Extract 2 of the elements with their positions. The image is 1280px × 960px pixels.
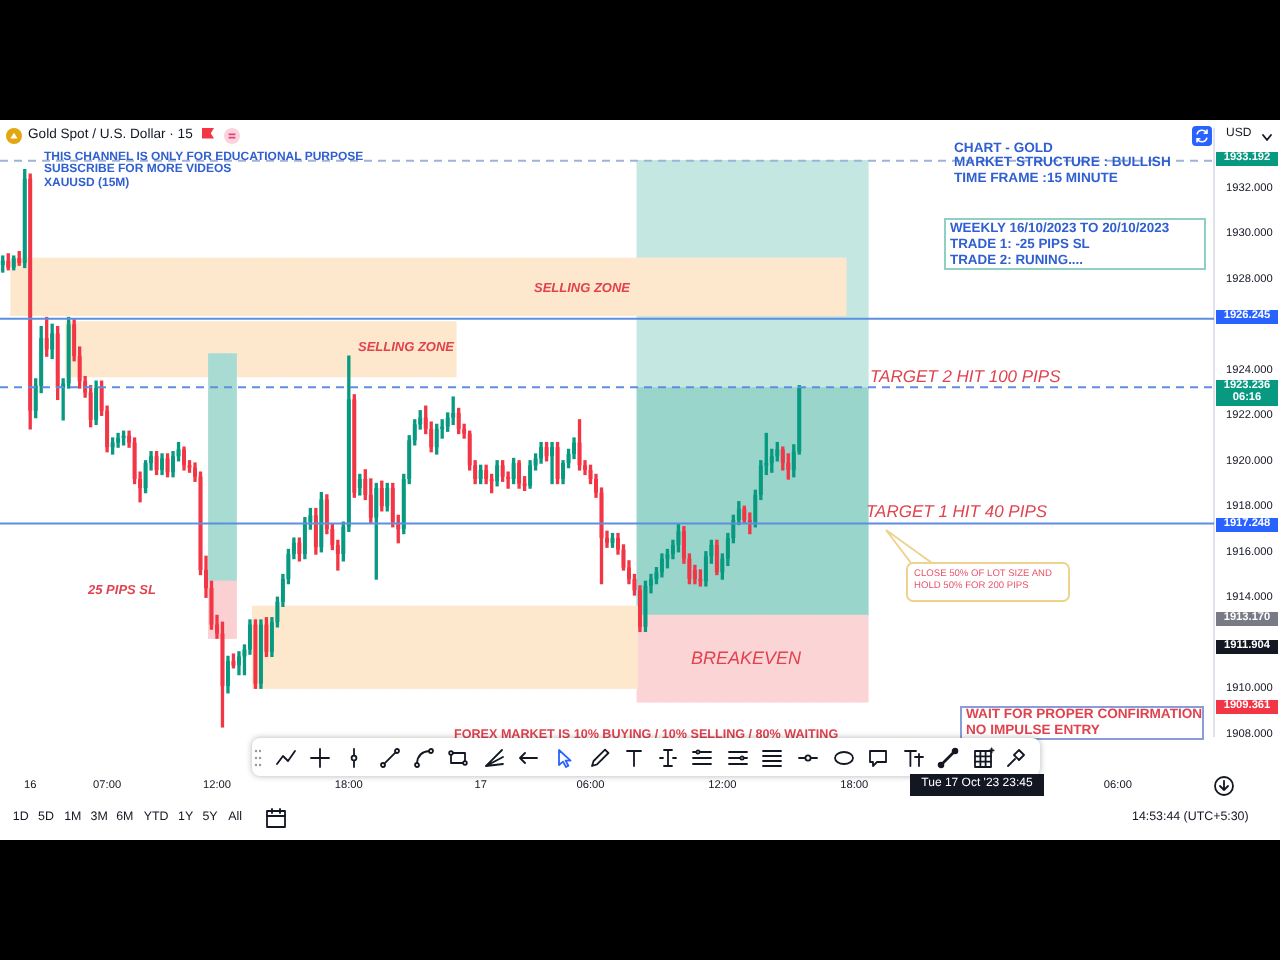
annotation: TARGET 1 HIT 40 PIPS <box>866 501 1048 522</box>
annotation: TARGET 2 HIT 100 PIPS <box>870 365 1062 386</box>
